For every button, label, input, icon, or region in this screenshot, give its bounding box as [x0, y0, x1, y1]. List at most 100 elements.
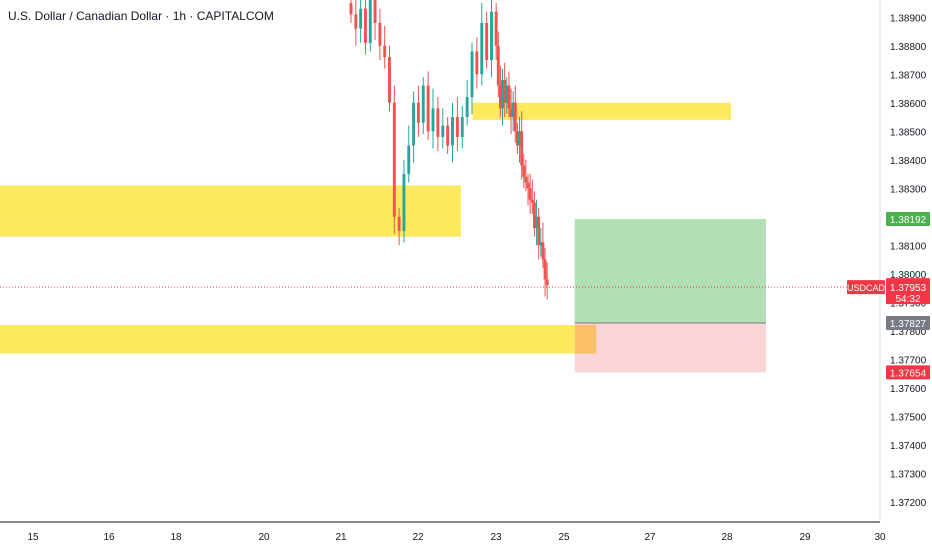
candle[interactable]: [520, 111, 524, 180]
candle[interactable]: [511, 91, 515, 132]
price-axis[interactable]: 1.38900 1.38800 1.38700 1.38600 1.38500 1.384…: [890, 13, 927, 509]
candle-body: [535, 216, 538, 229]
candle-body: [537, 216, 541, 246]
candle[interactable]: [475, 37, 479, 89]
time-tick-label: 18: [170, 532, 182, 543]
candle-body: [397, 216, 401, 231]
candle[interactable]: [421, 77, 425, 135]
candle[interactable]: [485, 11, 489, 69]
candle[interactable]: [392, 85, 396, 234]
candle[interactable]: [530, 179, 534, 214]
entry-tag[interactable]: 1.37827: [886, 316, 930, 331]
profit-area[interactable]: [574, 219, 766, 324]
candle[interactable]: [501, 68, 504, 126]
candle[interactable]: [378, 8, 382, 60]
candle[interactable]: [460, 105, 464, 149]
candle-body: [541, 242, 545, 260]
candle[interactable]: [490, 0, 493, 78]
candle-body: [505, 85, 509, 103]
candle-body: [431, 108, 435, 132]
candle[interactable]: [388, 45, 391, 112]
candle[interactable]: [507, 71, 511, 117]
candle[interactable]: [498, 65, 502, 117]
take-profit-tag-text: 1.38192: [890, 215, 927, 226]
candle[interactable]: [496, 31, 500, 98]
candle[interactable]: [513, 85, 517, 143]
candle[interactable]: [416, 85, 420, 137]
candle[interactable]: [402, 159, 406, 243]
candle[interactable]: [509, 88, 513, 135]
candle-body: [426, 85, 430, 132]
candle[interactable]: [455, 97, 459, 152]
candle[interactable]: [528, 174, 532, 214]
price-tick-label: 1.38100: [890, 241, 927, 252]
price-tick-label: 1.38000: [890, 270, 927, 281]
candle-body: [465, 97, 469, 117]
entry-tag-bg: [886, 316, 930, 331]
candle[interactable]: [539, 228, 543, 257]
supply-demand-zone-2[interactable]: [472, 102, 731, 120]
candle[interactable]: [397, 208, 401, 246]
candle-body: [485, 22, 489, 60]
candle[interactable]: [431, 88, 435, 149]
current-price-text: 1.37953: [890, 283, 927, 294]
candle-body: [496, 45, 500, 86]
take-profit-tag[interactable]: 1.38192: [886, 212, 930, 227]
supply-demand-zone-3[interactable]: [0, 325, 597, 354]
candle[interactable]: [543, 248, 547, 297]
current-price-bg: [886, 278, 930, 305]
candle[interactable]: [373, 0, 377, 41]
candle[interactable]: [503, 62, 507, 117]
candle[interactable]: [470, 42, 474, 115]
candle-body: [530, 199, 534, 203]
candle[interactable]: [505, 77, 509, 115]
candle[interactable]: [368, 0, 372, 52]
candle[interactable]: [407, 125, 411, 183]
candle[interactable]: [465, 79, 469, 126]
candle[interactable]: [436, 97, 440, 152]
supply-demand-zone-1[interactable]: [0, 185, 461, 237]
candle[interactable]: [532, 191, 536, 237]
candle[interactable]: [383, 25, 387, 69]
symbol-tag[interactable]: USDCAD: [847, 280, 886, 295]
candle[interactable]: [359, 0, 363, 43]
candles-layer: [349, 0, 549, 300]
candle[interactable]: [522, 154, 526, 189]
candle[interactable]: [441, 108, 445, 149]
symbol-tag-text: USDCAD: [847, 283, 886, 293]
candle-body: [511, 102, 515, 117]
candle-body: [498, 85, 502, 109]
candle[interactable]: [480, 3, 484, 86]
candle[interactable]: [494, 3, 498, 60]
candle[interactable]: [349, 0, 353, 23]
time-tick-label: 25: [558, 532, 570, 543]
candle[interactable]: [515, 122, 519, 155]
candle[interactable]: [446, 117, 450, 155]
candle-body: [543, 259, 547, 280]
candle[interactable]: [364, 0, 367, 55]
candle-body: [436, 108, 440, 137]
candle[interactable]: [526, 174, 530, 206]
time-axis[interactable]: 15 16 18 20 21 22 23 25 27 28 29 30: [27, 532, 886, 543]
candle[interactable]: [426, 71, 430, 140]
price-tick-label: 1.37600: [890, 384, 927, 395]
candle[interactable]: [518, 117, 521, 163]
candle[interactable]: [524, 159, 528, 192]
zones-layer: [0, 102, 731, 354]
candle-body: [359, 8, 363, 29]
candle[interactable]: [535, 199, 538, 246]
candle[interactable]: [545, 262, 549, 300]
loss-area[interactable]: [574, 323, 766, 373]
candle[interactable]: [354, 0, 358, 46]
candle[interactable]: [537, 208, 541, 260]
candle[interactable]: [541, 222, 545, 269]
candle-body: [354, 14, 358, 29]
candle-body: [501, 79, 504, 109]
candle-body: [524, 176, 528, 183]
candle[interactable]: [412, 91, 416, 163]
candle[interactable]: [451, 102, 454, 163]
entry-tag-text: 1.37827: [890, 319, 927, 330]
stop-loss-tag[interactable]: 1.37654: [886, 365, 930, 380]
